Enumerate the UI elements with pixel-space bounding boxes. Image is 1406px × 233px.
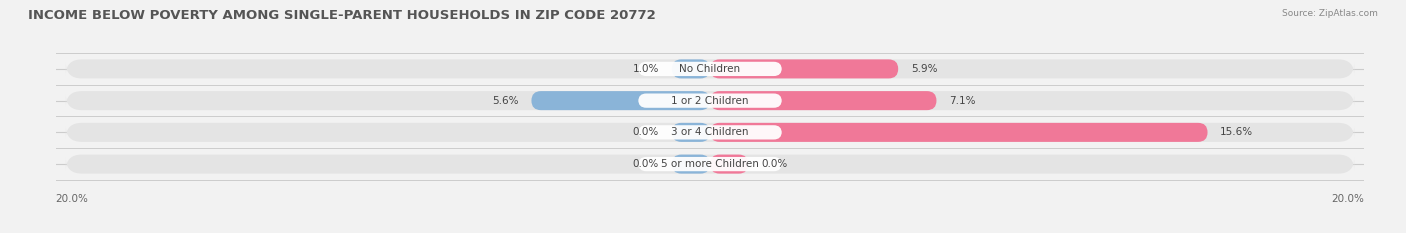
FancyBboxPatch shape [710,154,748,174]
FancyBboxPatch shape [66,91,1354,110]
Text: 0.0%: 0.0% [633,127,659,137]
Text: 5.6%: 5.6% [492,96,519,106]
FancyBboxPatch shape [531,91,710,110]
FancyBboxPatch shape [66,59,1354,79]
Text: 0.0%: 0.0% [761,159,787,169]
FancyBboxPatch shape [710,123,1208,142]
FancyBboxPatch shape [672,123,710,142]
FancyBboxPatch shape [672,154,710,174]
Text: 1 or 2 Children: 1 or 2 Children [671,96,749,106]
Text: 0.0%: 0.0% [633,159,659,169]
FancyBboxPatch shape [672,59,710,79]
FancyBboxPatch shape [66,123,1354,142]
Text: INCOME BELOW POVERTY AMONG SINGLE-PARENT HOUSEHOLDS IN ZIP CODE 20772: INCOME BELOW POVERTY AMONG SINGLE-PARENT… [28,9,655,22]
FancyBboxPatch shape [638,157,782,171]
FancyBboxPatch shape [638,93,782,108]
FancyBboxPatch shape [66,154,1354,174]
Text: 7.1%: 7.1% [949,96,976,106]
Text: 5.9%: 5.9% [911,64,938,74]
Text: No Children: No Children [679,64,741,74]
FancyBboxPatch shape [638,125,782,140]
FancyBboxPatch shape [710,91,936,110]
Text: 15.6%: 15.6% [1220,127,1253,137]
Text: Source: ZipAtlas.com: Source: ZipAtlas.com [1282,9,1378,18]
Text: 3 or 4 Children: 3 or 4 Children [671,127,749,137]
FancyBboxPatch shape [638,62,782,76]
Text: 1.0%: 1.0% [633,64,659,74]
Text: 5 or more Children: 5 or more Children [661,159,759,169]
FancyBboxPatch shape [710,59,898,79]
